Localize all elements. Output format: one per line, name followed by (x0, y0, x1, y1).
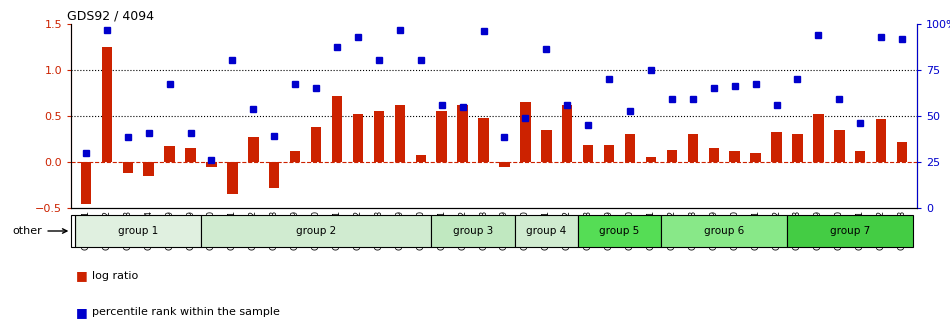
Bar (897, 142, 907, 162)
Bar (373, 111, 384, 162)
Bar (164, 146, 175, 162)
Bar (646, 157, 656, 162)
Text: percentile rank within the sample: percentile rank within the sample (92, 307, 280, 318)
Bar (661, 215, 787, 247)
Bar (730, 151, 740, 162)
Bar (855, 151, 865, 162)
Bar (394, 105, 405, 162)
Bar (478, 118, 488, 162)
Bar (436, 111, 446, 162)
Bar (431, 215, 515, 247)
Bar (813, 114, 824, 162)
Bar (457, 105, 467, 162)
Bar (123, 162, 133, 173)
Text: GDS92 / 4094: GDS92 / 4094 (67, 9, 154, 23)
Bar (500, 162, 510, 167)
Bar (709, 148, 719, 162)
Text: group 2: group 2 (296, 226, 336, 236)
Bar (75, 215, 201, 247)
Text: log ratio: log ratio (92, 270, 139, 281)
Bar (352, 114, 363, 162)
Bar (332, 95, 342, 162)
Bar (201, 215, 431, 247)
Bar (102, 47, 112, 162)
Bar (688, 134, 698, 162)
Text: group 6: group 6 (704, 226, 745, 236)
Bar (81, 162, 91, 204)
Bar (415, 155, 426, 162)
Bar (248, 137, 258, 162)
Bar (578, 215, 661, 247)
Text: other: other (12, 226, 66, 236)
Bar (542, 130, 552, 162)
Bar (185, 148, 196, 162)
Bar (604, 145, 615, 162)
Bar (667, 150, 677, 162)
Bar (521, 102, 531, 162)
Text: ■: ■ (76, 269, 87, 282)
Text: group 1: group 1 (118, 226, 159, 236)
Text: group 5: group 5 (599, 226, 639, 236)
Bar (792, 134, 803, 162)
Bar (625, 134, 636, 162)
Bar (771, 132, 782, 162)
Bar (876, 119, 886, 162)
Text: group 4: group 4 (526, 226, 566, 236)
Bar (269, 162, 279, 188)
Bar (290, 151, 300, 162)
Bar (787, 215, 913, 247)
Bar (206, 162, 217, 167)
Bar (227, 162, 238, 195)
Text: group 3: group 3 (453, 226, 493, 236)
Bar (71, 215, 75, 247)
Text: ■: ■ (76, 306, 87, 319)
Bar (583, 145, 594, 162)
Bar (311, 127, 321, 162)
Bar (515, 215, 578, 247)
Bar (562, 105, 573, 162)
Text: group 7: group 7 (829, 226, 870, 236)
Bar (143, 162, 154, 176)
Bar (834, 130, 845, 162)
Bar (750, 153, 761, 162)
